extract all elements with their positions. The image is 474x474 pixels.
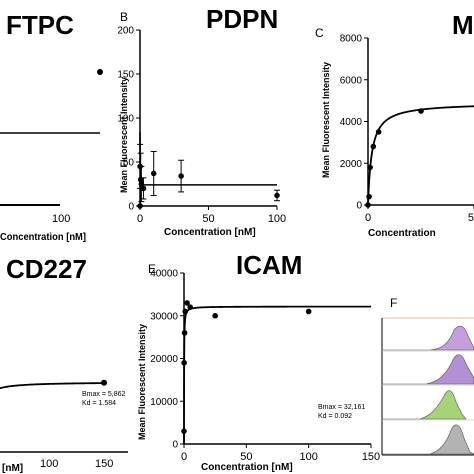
data-point bbox=[182, 308, 189, 315]
data-point bbox=[150, 170, 157, 177]
y-tick-label: 200 bbox=[117, 26, 134, 37]
y-tick-label: 150 bbox=[117, 70, 134, 81]
x-tick-label: 150 bbox=[362, 451, 380, 463]
y-tick-label: 8000 bbox=[340, 34, 363, 45]
panel-d-title: CD227 bbox=[6, 254, 87, 284]
data-point bbox=[181, 330, 188, 336]
data-point bbox=[187, 304, 194, 311]
x-tick-label: 50 bbox=[240, 451, 252, 463]
panel-d-x-tick-150: 150 bbox=[95, 458, 113, 470]
fit-curve bbox=[139, 132, 277, 186]
y-tick-label: 4000 bbox=[340, 117, 363, 128]
panel-b-title: PDPN bbox=[206, 4, 279, 34]
panel-a-xlabel: Concentration [nM] bbox=[0, 232, 86, 243]
x-tick-label: 0 bbox=[137, 213, 143, 225]
panel-e-xlabel: Concentration [nM] bbox=[201, 462, 293, 473]
x-tick-label: 100 bbox=[268, 213, 286, 225]
data-point bbox=[140, 185, 147, 192]
x-tick-label: 50 bbox=[202, 213, 214, 225]
panel-a-point bbox=[97, 69, 103, 75]
panel-f-plot bbox=[381, 317, 474, 456]
panel-a-title: FTPC bbox=[6, 10, 74, 40]
panel-d-plot: 100 150 [nM] bbox=[0, 379, 128, 474]
panel-d-fit-text: Bmax = 5,862 Kd = 1.584 bbox=[82, 391, 126, 407]
panel-f-label: F bbox=[390, 296, 398, 310]
panel-e-ylabel: Mean Fluorescent Intensity bbox=[137, 324, 147, 440]
data-point bbox=[375, 129, 382, 135]
x-tick-label: 0 bbox=[181, 451, 187, 463]
y-tick-label: 0 bbox=[128, 202, 134, 213]
y-tick-label: 100 bbox=[117, 114, 134, 125]
data-point bbox=[367, 164, 373, 171]
y-tick-label: 50 bbox=[123, 158, 135, 169]
fit-curve bbox=[367, 105, 474, 205]
panel-d-xlabel: [nM] bbox=[2, 463, 23, 474]
data-point bbox=[184, 300, 190, 306]
histogram-lane-3 bbox=[382, 390, 467, 420]
fit-curve bbox=[0, 382, 105, 390]
data-point bbox=[365, 202, 371, 208]
panel-a-plot: 100 Concentration [nM] bbox=[0, 69, 103, 243]
y-tick-label: 20000 bbox=[150, 354, 178, 365]
panel-d-x-tick-100: 100 bbox=[40, 458, 58, 470]
panel-e-label: E bbox=[148, 262, 157, 276]
panel-c-label: C bbox=[315, 26, 324, 40]
data-point bbox=[370, 143, 377, 150]
data-point bbox=[101, 379, 107, 386]
histogram-lane-1 bbox=[382, 325, 474, 351]
fit-curve bbox=[183, 305, 371, 444]
data-point bbox=[181, 359, 187, 366]
data-point bbox=[305, 308, 312, 315]
panel-b-ylabel: Mean Fluorescent Intensity bbox=[119, 77, 129, 193]
data-point bbox=[418, 108, 424, 114]
data-point bbox=[212, 312, 218, 319]
panel-b-xlabel: Concentration [nM] bbox=[164, 227, 256, 238]
panel-b-label: B bbox=[120, 10, 129, 24]
data-point bbox=[138, 181, 145, 187]
x-tick-label: 50 bbox=[468, 212, 474, 224]
y-tick-label: 40000 bbox=[150, 269, 178, 280]
panel-a-x-tick: 100 bbox=[52, 213, 70, 225]
y-tick-label: 10000 bbox=[150, 397, 178, 408]
panel-c-xlabel: Concentration bbox=[368, 228, 436, 239]
data-point bbox=[181, 428, 187, 434]
y-tick-label: 0 bbox=[356, 201, 362, 212]
y-tick-label: 0 bbox=[172, 440, 178, 451]
panel-c-title: M bbox=[452, 10, 474, 40]
y-tick-label: 30000 bbox=[150, 311, 178, 322]
y-tick-label: 6000 bbox=[340, 75, 363, 86]
data-point bbox=[178, 173, 184, 179]
panel-c-plot: Mean Fluorescent Intensity Concentration… bbox=[321, 34, 474, 239]
panel-e-title: ICAM bbox=[236, 250, 303, 280]
panel-e-plot: Mean Fluorescent Intensity Concentration… bbox=[137, 269, 380, 474]
y-tick-label: 2000 bbox=[340, 159, 363, 170]
x-tick-label: 100 bbox=[299, 451, 317, 463]
panel-e-fit-text: Bmax = 32,161 Kd = 0.092 bbox=[318, 404, 366, 420]
data-point bbox=[274, 192, 280, 199]
x-tick-label: 0 bbox=[365, 212, 371, 224]
histogram-lane-2 bbox=[382, 354, 474, 385]
panel-b-plot: Mean Fluorescent Intensity Concentration… bbox=[117, 26, 286, 239]
panel-c-ylabel: Mean Fluorescent Intensity bbox=[321, 62, 331, 178]
data-point bbox=[366, 193, 372, 200]
histogram-lane-4 bbox=[382, 424, 474, 455]
